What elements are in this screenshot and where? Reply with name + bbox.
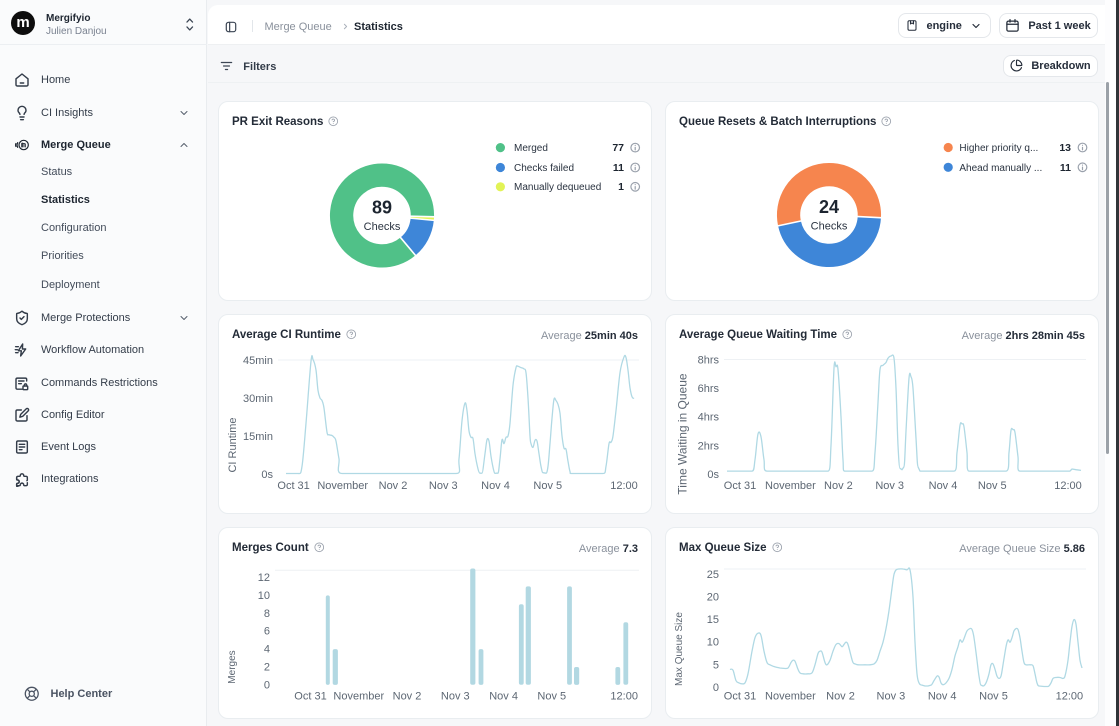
svg-text:2: 2	[264, 662, 270, 674]
svg-text:Ahead manually ...: Ahead manually ...	[959, 163, 1042, 174]
svg-text:20: 20	[707, 592, 719, 604]
svg-text:6: 6	[264, 626, 270, 638]
svg-text:0: 0	[264, 679, 270, 691]
svg-text:0s: 0s	[261, 469, 273, 481]
svg-text:Time Waiting in Queue: Time Waiting in Queue	[676, 373, 690, 494]
svg-text:Manually dequeued: Manually dequeued	[514, 182, 601, 193]
svg-text:Merges: Merges	[227, 650, 238, 683]
svg-text:Nov 5: Nov 5	[533, 480, 562, 492]
svg-text:Checks: Checks	[364, 221, 401, 233]
svg-text:November: November	[333, 691, 384, 703]
svg-text:8: 8	[264, 608, 270, 620]
svg-text:Merged: Merged	[514, 143, 548, 154]
svg-text:Nov 3: Nov 3	[429, 480, 458, 492]
svg-text:89: 89	[372, 198, 392, 218]
svg-text:1: 1	[618, 181, 624, 193]
svg-text:24: 24	[819, 197, 839, 217]
svg-text:Nov 2: Nov 2	[379, 480, 408, 492]
svg-text:0: 0	[713, 682, 719, 694]
svg-text:Nov 2: Nov 2	[824, 480, 853, 492]
svg-text:Max Queue Size: Max Queue Size	[674, 612, 685, 686]
svg-text:Nov 5: Nov 5	[979, 691, 1008, 703]
svg-text:8hrs: 8hrs	[698, 355, 720, 367]
svg-text:November: November	[317, 480, 368, 492]
svg-text:13: 13	[1059, 142, 1071, 154]
svg-text:Nov 2: Nov 2	[393, 691, 422, 703]
svg-text:0s: 0s	[707, 469, 719, 481]
svg-text:Nov 4: Nov 4	[489, 691, 518, 703]
svg-text:Nov 2: Nov 2	[826, 691, 855, 703]
svg-text:12:00: 12:00	[1056, 691, 1084, 703]
svg-text:November: November	[765, 691, 816, 703]
svg-text:Oct 31: Oct 31	[724, 480, 756, 492]
svg-text:2hrs: 2hrs	[698, 441, 720, 453]
svg-text:CI Runtime: CI Runtime	[227, 417, 239, 472]
svg-text:Nov 3: Nov 3	[875, 480, 904, 492]
svg-text:11: 11	[613, 162, 624, 174]
svg-text:10: 10	[258, 590, 270, 602]
svg-text:12:00: 12:00	[1054, 480, 1082, 492]
svg-text:45min: 45min	[243, 355, 273, 367]
svg-text:Oct 31: Oct 31	[277, 480, 309, 492]
svg-text:Nov 4: Nov 4	[481, 480, 510, 492]
svg-text:15: 15	[707, 614, 719, 626]
svg-text:11: 11	[1060, 162, 1071, 174]
svg-text:Nov 3: Nov 3	[877, 691, 906, 703]
svg-text:12:00: 12:00	[610, 691, 638, 703]
svg-text:12:00: 12:00	[610, 480, 638, 492]
svg-text:15min: 15min	[243, 431, 273, 443]
svg-text:77: 77	[612, 142, 624, 154]
svg-text:Nov 4: Nov 4	[929, 480, 958, 492]
svg-text:25: 25	[707, 569, 719, 581]
svg-text:Nov 4: Nov 4	[928, 691, 957, 703]
svg-text:10: 10	[707, 637, 719, 649]
svg-text:Nov 3: Nov 3	[441, 691, 470, 703]
svg-text:Checks: Checks	[811, 220, 848, 232]
svg-text:6hrs: 6hrs	[698, 383, 720, 395]
svg-text:Oct 31: Oct 31	[294, 691, 326, 703]
svg-text:Checks failed: Checks failed	[514, 163, 574, 174]
svg-text:Nov 5: Nov 5	[537, 691, 566, 703]
svg-text:November: November	[765, 480, 816, 492]
svg-text:Oct 31: Oct 31	[724, 691, 756, 703]
svg-text:Nov 5: Nov 5	[978, 480, 1007, 492]
svg-text:5: 5	[713, 659, 719, 671]
svg-text:12: 12	[258, 572, 270, 584]
svg-text:4hrs: 4hrs	[698, 412, 720, 424]
svg-text:30min: 30min	[243, 393, 273, 405]
svg-text:4: 4	[264, 644, 270, 656]
svg-text:Higher priority q...: Higher priority q...	[959, 143, 1038, 154]
